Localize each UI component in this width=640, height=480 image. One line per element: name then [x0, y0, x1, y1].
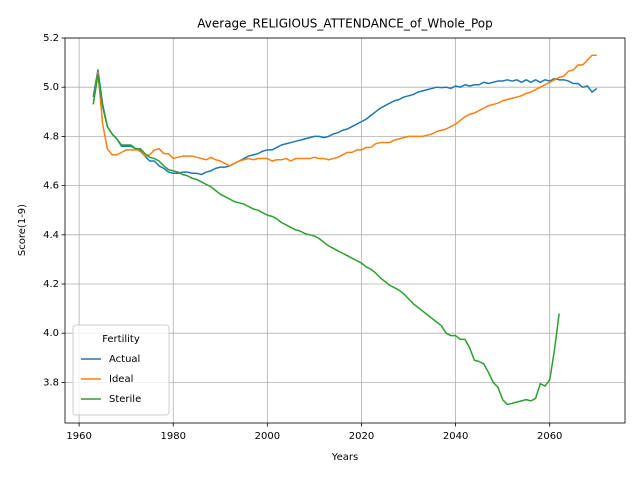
line-series [92, 54, 597, 167]
y-tick-label: 4.6 [43, 181, 59, 192]
legend: Fertility Actual Ideal Sterile [72, 324, 170, 416]
x-tick-label: 2020 [349, 431, 374, 442]
line-series [92, 69, 598, 176]
y-tick-label: 4.4 [43, 230, 59, 241]
x-tick-label: 2060 [537, 431, 562, 442]
x-tick-label: 2000 [255, 431, 280, 442]
line-series [92, 74, 560, 406]
y-tick-label: 4.2 [43, 279, 59, 290]
x-tick-label: 1960 [66, 431, 91, 442]
y-tick-label: 5.0 [43, 82, 59, 93]
legend-box [72, 324, 170, 416]
y-tick-label: 4.0 [43, 328, 59, 339]
x-axis-label: Years [331, 452, 358, 463]
legend-label: Actual [109, 354, 140, 365]
legend-label: Sterile [109, 394, 141, 405]
x-tick-label: 1980 [161, 431, 186, 442]
y-tick-label: 5.2 [43, 33, 59, 44]
chart-title: Average_RELIGIOUS_ATTENDANCE_of_Whole_Po… [197, 17, 492, 31]
legend-title: Fertility [102, 334, 140, 345]
plot-frame [64, 37, 626, 424]
legend-label: Ideal [109, 374, 133, 385]
y-axis-label: Score(1-9) [17, 204, 28, 256]
y-tick-label: 3.8 [43, 377, 59, 388]
y-tick-label: 4.8 [43, 131, 59, 142]
x-tick-label: 2040 [443, 431, 468, 442]
